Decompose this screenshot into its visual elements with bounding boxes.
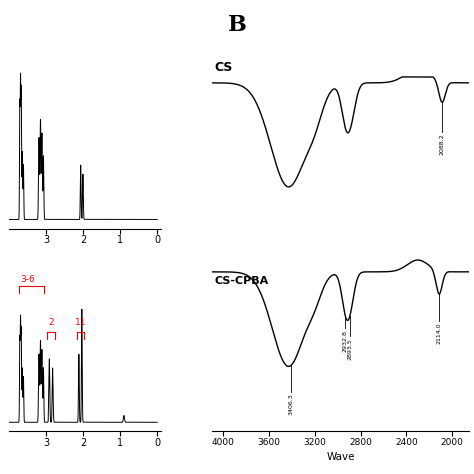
Text: 2: 2 bbox=[48, 318, 54, 327]
Text: 3406.3: 3406.3 bbox=[289, 393, 294, 415]
Text: 3-6: 3-6 bbox=[20, 275, 35, 284]
Text: B: B bbox=[228, 14, 246, 36]
Text: 2932.8: 2932.8 bbox=[343, 330, 348, 352]
Text: 2893.5: 2893.5 bbox=[347, 338, 352, 360]
Text: 2114.0: 2114.0 bbox=[437, 322, 442, 344]
Text: CS-CPBA: CS-CPBA bbox=[214, 276, 268, 286]
X-axis label: Wave: Wave bbox=[326, 452, 355, 462]
Text: 11: 11 bbox=[74, 318, 86, 327]
Text: 2088.2: 2088.2 bbox=[439, 133, 445, 155]
Text: CS: CS bbox=[214, 61, 233, 74]
